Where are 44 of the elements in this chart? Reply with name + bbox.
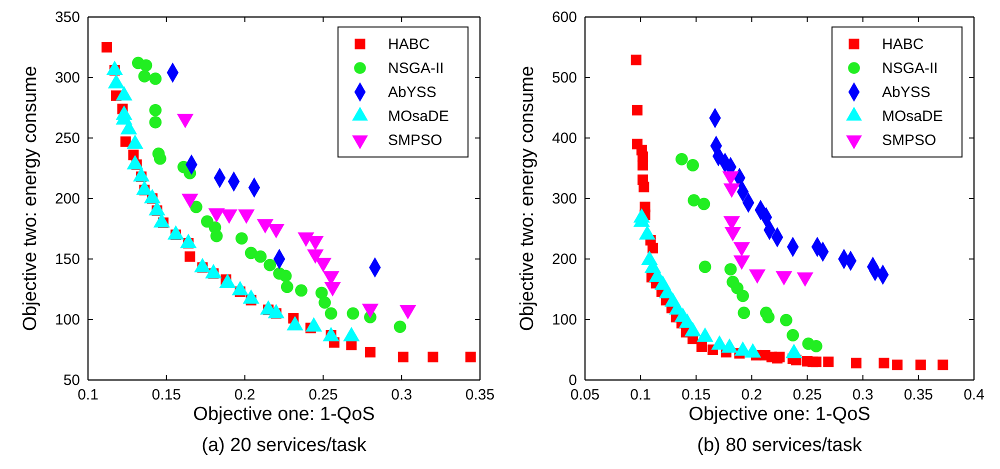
x-tick-label: 0.25 (308, 386, 338, 404)
y-tick-label: 50 (63, 372, 80, 389)
y-tick-label: 600 (552, 8, 577, 26)
text: (b) 80 services/task (697, 435, 862, 456)
legend-label: HABC (388, 36, 430, 53)
legend-label: AbYSS (882, 84, 930, 101)
x-tick-label: 0.15 (682, 386, 711, 404)
y-axis-title: Objective two: energy consume (517, 66, 538, 332)
y-tick-label: 100 (54, 311, 80, 328)
y-tick-label: 150 (54, 250, 80, 268)
x-tick-label: 0.2 (741, 386, 762, 404)
y-axis-title: Objective two: energy consume (20, 66, 41, 332)
y-tick-label: 200 (54, 190, 80, 208)
y-tick-label: 200 (552, 250, 577, 268)
y-tick-label: 500 (552, 69, 577, 86)
x-axis-title: Objective one: 1-QoS (688, 404, 870, 425)
y-tick-label: 350 (54, 8, 80, 26)
legend-label: NSGA-II (882, 60, 938, 77)
x-tick-label: 0.35 (904, 386, 934, 404)
y-tick-label: 100 (552, 311, 577, 328)
y-tick-label: 250 (54, 130, 80, 147)
x-tick-label: 0.25 (792, 386, 822, 404)
x-tick-label: 0.15 (152, 386, 181, 404)
text: (a) 20 services/task (202, 435, 367, 456)
legend-label: NSGA-II (388, 60, 444, 77)
legend-label: MOsaDE (882, 108, 943, 125)
y-tick-label: 300 (552, 190, 577, 208)
x-tick-label: 0.3 (852, 386, 874, 404)
legend-label: MOsaDE (388, 108, 449, 125)
x-tick-label: 0.1 (78, 386, 98, 404)
y-tick-label: 300 (54, 69, 80, 86)
x-tick-label: 0.35 (465, 386, 495, 404)
x-tick-label: 0.4 (964, 386, 984, 404)
y-tick-label: 400 (552, 130, 577, 147)
legend-label: SMPSO (388, 132, 442, 149)
x-tick-label: 0.2 (234, 386, 256, 404)
x-axis-title: Objective one: 1-QoS (193, 404, 375, 425)
x-tick-label: 0.05 (570, 386, 600, 404)
legend-label: SMPSO (882, 132, 936, 149)
legend-label: HABC (882, 36, 924, 53)
legend-label: AbYSS (388, 84, 436, 101)
x-tick-label: 0.3 (391, 386, 412, 404)
x-tick-label: 0.1 (630, 386, 651, 404)
y-tick-label: 0 (568, 372, 577, 389)
